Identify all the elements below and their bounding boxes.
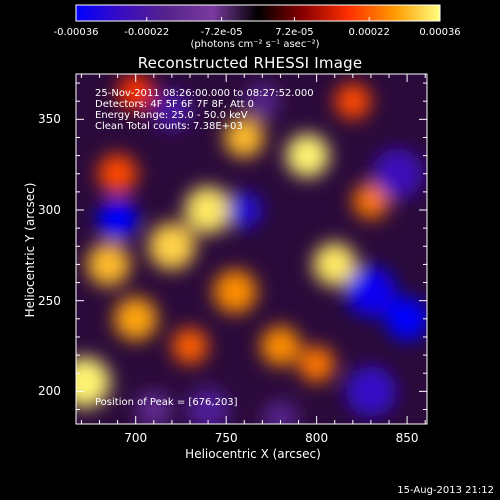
x-tick-label: 800 (305, 431, 329, 445)
heatmap-negative-region (385, 297, 427, 341)
heatmap-positive-region (224, 117, 265, 158)
y-tick-label: 300 (38, 203, 61, 217)
colorbar-tick-label: 0.00022 (348, 27, 390, 38)
heatmap-positive-region (352, 182, 390, 220)
heatmap-negative-region (186, 387, 230, 424)
heatmap-negative-region (151, 90, 192, 131)
axis-tick-marks (76, 74, 427, 424)
heatmap-positive-region (117, 74, 154, 111)
y-axis-label: Heliocentric Y (arcsec) (23, 182, 37, 318)
heatmap-positive-region (313, 242, 357, 287)
x-tick-label: 850 (395, 431, 419, 445)
colorbar-tick-label: -7.2e-05 (200, 27, 243, 38)
heatmap-positive-region (113, 297, 158, 341)
colorbar-tick-label: 0.00036 (419, 27, 461, 38)
colorbar-tick-label: -0.00036 (53, 27, 99, 38)
heatmap-positive-region (285, 133, 330, 178)
colorbar (75, 4, 441, 22)
heatmap-positive-region (171, 327, 209, 365)
y-tick-label: 250 (38, 293, 61, 308)
heatmap-positive-region (97, 153, 138, 194)
y-tick-label: 350 (38, 112, 61, 127)
plot-frame (75, 73, 428, 425)
chart-title: Reconstructed RHESSI Image (137, 54, 363, 72)
heatmap-positive-region (260, 326, 301, 366)
colorbar-tick-label: 7.2e-05 (275, 27, 314, 38)
heatmap-positive-region (334, 83, 371, 120)
heatmap-area (76, 74, 427, 424)
heatmap-negative-region (262, 400, 299, 424)
x-axis-label: Heliocentric X (arcsec) (185, 447, 321, 461)
colorbar-units: (photons cm⁻² s⁻¹ asec⁻²) (190, 39, 320, 50)
heatmap-negative-region (345, 266, 397, 317)
y-tick-label: 200 (38, 384, 61, 399)
heatmap-negative-region (226, 191, 263, 229)
heatmap-positive-region (213, 269, 257, 314)
heatmap-negative-region (345, 366, 397, 417)
x-tick-label: 700 (124, 431, 148, 445)
annotation-peak-position: Position of Peak = [676,203] (95, 397, 238, 408)
heatmap-positive-region (298, 346, 335, 383)
footer-date: 15-Aug-2013 21:12 (397, 485, 494, 496)
heatmap-negative-region (372, 148, 424, 200)
heatmap-negative-region (97, 199, 138, 239)
heatmap-positive-region (76, 356, 111, 408)
x-tick-label: 750 (214, 431, 238, 445)
heatmap-positive-region (184, 186, 232, 234)
colorbar-tick-marks (75, 17, 441, 21)
annotation-energy: Energy Range: 25.0 - 50.0 keV (95, 110, 248, 121)
annotation-time-range: 25-Nov-2011 08:26:00.000 to 08:27:52.000 (95, 88, 314, 99)
heatmap-negative-region (135, 391, 172, 424)
heatmap-positive-region (86, 242, 131, 287)
heatmap-blobs (76, 74, 427, 424)
annotation-clean: Clean Total counts: 7.38E+03 (95, 121, 243, 132)
heatmap-negative-region (244, 83, 281, 120)
colorbar-tick-label: -0.00022 (124, 27, 170, 38)
heatmap-positive-region (148, 222, 196, 270)
annotation-detectors: Detectors: 4F 5F 6F 7F 8F, Att 0 (95, 99, 255, 110)
